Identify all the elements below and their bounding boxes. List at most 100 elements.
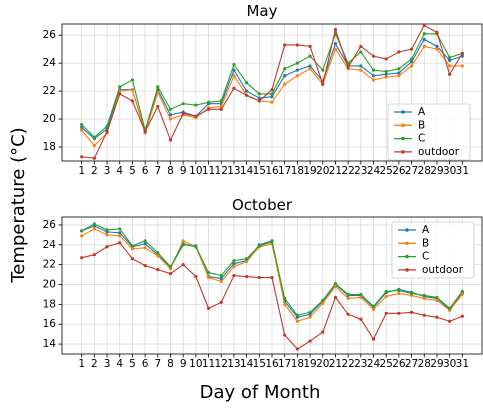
may-series-outdoor-point [397,50,401,54]
october-series-b-point [435,298,439,302]
october-series-b-point [308,315,312,319]
october-legend-label-a: A [422,224,430,236]
october-series-b-point [219,279,223,284]
may-series-outdoor-point [333,27,338,32]
may-x-tick-label: 23 [354,165,367,177]
may-series-outdoor-point [283,43,287,47]
may-series-a-point [308,64,312,68]
october-x-tick-label: 16 [265,358,279,370]
october-x-tick-label: 23 [354,358,367,370]
october-series-c-point [409,291,414,296]
may-series-c-point [130,78,135,82]
october-series-c-point [321,298,325,302]
may-series-outdoor-point [409,47,414,51]
may-y-tick-label: 24 [43,57,57,69]
may-x-tick-label: 15 [253,165,266,177]
may-series-b-point [371,78,376,82]
may-x-tick-label: 5 [129,165,136,177]
october-series-outdoor-point [295,347,299,351]
may-series-c-point [359,50,363,54]
y-axis-label: Temperature (°C) [8,127,29,283]
october-series-outdoor-point [105,245,109,249]
may-series-b-point [460,64,464,68]
october-x-tick-label: 18 [291,358,304,370]
october-x-tick-label: 29 [430,358,443,370]
may-legend-marker-outdoor [401,150,405,154]
october-series-c-point [130,244,135,248]
may-legend-marker-c [401,136,405,141]
may-series-outdoor-point [130,99,135,103]
may-x-tick-label: 4 [116,165,123,177]
october-y-tick-label: 24 [43,239,57,251]
may-series-c-point [308,54,312,58]
october-x-tick-label: 3 [104,358,111,370]
may-x-tick-label: 19 [303,165,316,177]
may-x-tick-label: 16 [265,165,279,177]
may-series-b-point [270,100,274,104]
may-series-c-point [92,135,96,139]
may-x-tick-label: 21 [329,165,342,177]
may-legend-label-c: C [418,133,425,145]
october-series-outdoor-point [460,314,464,318]
october-legend-label-outdoor: outdoor [422,264,464,276]
october-series-c-point [80,229,84,233]
may-x-tick-label: 6 [142,165,149,177]
october-x-tick-label: 5 [129,358,136,370]
may-series-c-point [422,32,426,36]
may-series-b-point [384,75,388,79]
may-series-c-point [80,123,84,127]
october-series-c-point [359,292,363,297]
october-series-b-point [422,296,426,301]
october-series-b-point [333,284,338,289]
october-series-outdoor-point [118,241,122,245]
october-x-tick-label: 8 [167,358,174,370]
october-series-b-point [359,295,363,300]
may-series-outdoor-point [80,155,84,159]
may-chart-title: May [246,2,277,20]
october-series-b-point [295,319,299,323]
october-series-outdoor-point [130,257,135,261]
may-series-b-point [232,74,236,78]
october-series-a-point [219,276,223,281]
october-series-c-point [346,292,350,297]
may-series-outdoor-point [460,51,464,55]
may-series-b-point [359,68,363,72]
may-legend-box [387,103,471,161]
october-series-outdoor-point [92,253,96,257]
october-series-c-point [371,304,376,308]
may-series-outdoor-point [448,72,452,76]
may-series-c-point [194,103,198,107]
may-series-c-point [168,107,173,111]
may-series-b-point [295,74,299,78]
october-series-c-point [219,273,223,278]
may-x-tick-label: 7 [154,165,161,177]
october-series-c-point [257,244,261,248]
may-series-a-point [257,96,261,100]
may-x-tick-label: 20 [316,165,329,177]
may-series-outdoor-point [181,111,185,116]
october-series-outdoor-point [359,317,363,321]
october-series-c-point [245,257,249,261]
october-legend-marker-b [405,241,409,246]
may-x-tick-label: 18 [291,165,304,177]
may-legend-label-b: B [418,119,425,131]
october-series-c-point [435,295,439,300]
may-series-b-point [333,47,338,51]
may-series-c-point [295,61,299,65]
may-series-b-point [92,144,96,148]
october-series-b-point [80,234,84,238]
october-series-a-point [143,242,147,246]
may-series-c-point [257,92,261,96]
october-x-tick-label: 13 [227,358,240,370]
may-series-outdoor-point [308,44,312,48]
may-series-c-point [384,69,388,74]
october-x-tick-label: 25 [380,358,393,370]
october-series-c-point [156,251,160,255]
october-series-outdoor-point [283,333,287,337]
may-x-tick-label: 31 [456,165,469,177]
may-x-tick-label: 12 [215,165,228,177]
october-x-tick-label: 2 [91,358,98,370]
may-series-a-point [422,37,426,41]
